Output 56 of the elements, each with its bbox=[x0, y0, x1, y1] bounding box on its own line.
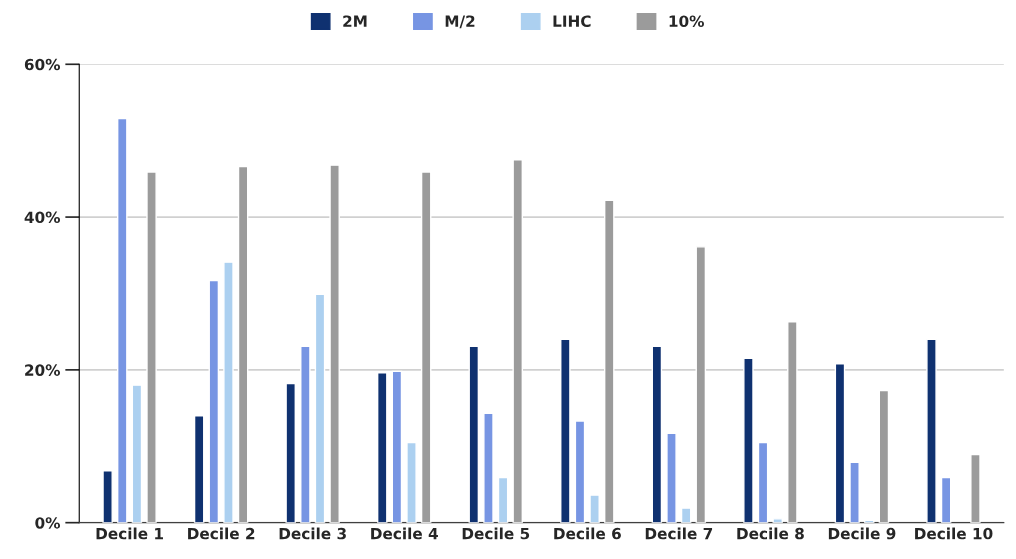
x-tick-label: Decile 8 bbox=[737, 527, 804, 540]
bar bbox=[743, 357, 754, 523]
bar bbox=[512, 159, 523, 523]
x-tick-label: Decile 9 bbox=[828, 527, 896, 540]
x-tick-label: Decile 7 bbox=[645, 527, 713, 540]
bar bbox=[406, 441, 417, 523]
bar bbox=[314, 293, 326, 523]
bar bbox=[787, 321, 798, 523]
bar bbox=[285, 382, 296, 523]
bar bbox=[329, 164, 340, 523]
x-tick-label: Decile 6 bbox=[554, 527, 621, 540]
bar bbox=[589, 494, 600, 523]
bar bbox=[376, 372, 388, 523]
legend-label: 10% bbox=[669, 15, 704, 27]
bar bbox=[483, 412, 494, 523]
y-tick-label: 60% bbox=[24, 58, 61, 71]
bar bbox=[131, 384, 143, 523]
bar bbox=[208, 279, 220, 523]
x-tick-label: Decile 1 bbox=[96, 527, 163, 540]
bar bbox=[574, 420, 586, 523]
x-tick-label: Decile 10 bbox=[915, 527, 993, 540]
bar bbox=[497, 476, 509, 523]
bar bbox=[468, 345, 480, 523]
bar bbox=[695, 246, 707, 523]
bar bbox=[420, 171, 432, 523]
bar bbox=[560, 338, 571, 523]
bar bbox=[772, 518, 783, 523]
x-tick-label: Decile 3 bbox=[279, 527, 346, 540]
legend-label: M/2 bbox=[445, 15, 475, 29]
bar bbox=[878, 389, 890, 523]
x-tick-label: Decile 5 bbox=[462, 527, 530, 540]
bar bbox=[666, 432, 677, 523]
y-tick-label: 0% bbox=[35, 517, 61, 529]
bar bbox=[117, 117, 128, 523]
bar bbox=[102, 470, 113, 523]
bar bbox=[680, 507, 692, 523]
bar bbox=[834, 363, 846, 523]
bar bbox=[193, 415, 205, 523]
y-tick-label: 40% bbox=[24, 211, 61, 224]
x-tick-label: Decile 4 bbox=[371, 527, 438, 540]
bar bbox=[237, 165, 249, 523]
bar bbox=[603, 199, 615, 523]
bar bbox=[223, 261, 234, 523]
bar bbox=[926, 338, 937, 523]
bar bbox=[757, 441, 769, 523]
bar bbox=[970, 453, 981, 523]
legend-label: LIHC bbox=[553, 15, 591, 27]
x-tick-label: Decile 2 bbox=[188, 527, 255, 540]
bar bbox=[391, 370, 403, 523]
bar bbox=[651, 345, 663, 523]
legend-label: 2M bbox=[343, 15, 367, 27]
bar bbox=[849, 461, 860, 523]
bar bbox=[300, 345, 311, 523]
bar bbox=[940, 476, 952, 523]
y-tick-label: 20% bbox=[25, 364, 61, 376]
bar bbox=[146, 171, 157, 523]
